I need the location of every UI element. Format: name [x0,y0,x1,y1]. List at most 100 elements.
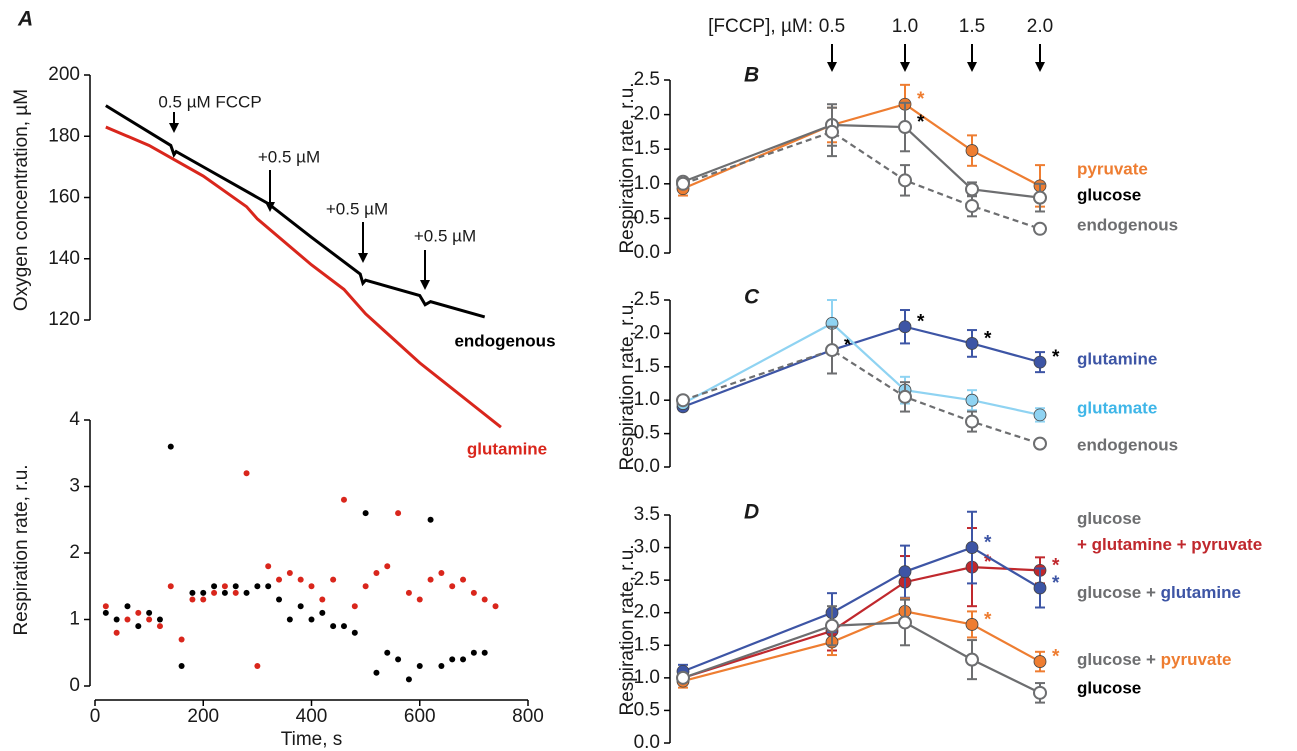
arrow-head [265,202,275,212]
x-axis-label: Time, s [281,729,343,750]
y-tick-label: 160 [48,187,80,208]
data-point [449,656,456,663]
x-tick-label: 1.0 [892,16,918,37]
data-point [243,589,250,596]
x-tick-label: 400 [296,706,328,727]
data-point [481,596,488,603]
y-tick-label: 180 [48,125,80,146]
data-point [460,576,467,583]
y-tick-label: 2.5 [634,569,660,590]
data-point [102,603,109,610]
y-tick-label: 0 [69,675,80,696]
data-point [470,589,477,596]
line [682,130,1041,230]
legend-entry: glucose [1077,185,1141,204]
data-point [276,596,283,603]
y-tick-label: 1.5 [634,634,660,655]
line [682,123,1041,199]
significance-star: * [984,609,992,630]
y-tick-label: 3 [69,476,80,497]
data-point [221,583,228,590]
marker [898,120,912,135]
data-point [113,616,120,623]
panel-label: A [17,8,33,31]
y-tick-label: 2.0 [634,322,660,343]
data-point [362,583,369,590]
marker [1033,685,1047,700]
marker [965,182,979,197]
data-point [232,583,239,590]
data-point [146,616,153,623]
data-point [156,616,163,623]
y-tick-label: 0.0 [634,242,660,263]
data-point [470,649,477,656]
panel-label: C [744,286,760,309]
y-tick-label: 2.0 [634,104,660,125]
data-point [135,623,142,630]
arrow-head [967,62,977,72]
data-point [178,663,185,670]
data-point [330,576,337,583]
panel-label: D [744,501,759,524]
data-point [460,656,467,663]
significance-star: * [1052,573,1060,594]
marker [1033,655,1047,668]
data-point [351,629,358,636]
x-tick-label: 800 [512,706,544,727]
arrow-head [169,123,179,133]
data-point [286,616,293,623]
data-point [167,583,174,590]
data-point [124,603,131,610]
x-tick-label: 600 [404,706,436,727]
y-axis-label: Respiration rate, r.u. [617,299,638,470]
data-point [308,583,315,590]
significance-star: * [1052,647,1060,668]
significance-star: * [917,312,925,333]
data-point [265,563,272,570]
significance-star: * [844,335,852,356]
legend-entry: glucose [1077,509,1141,528]
y-tick-label: 4 [69,409,80,430]
data-point [167,443,174,450]
data-point [102,609,109,616]
data-point [156,623,163,630]
data-point [243,470,250,477]
x-tick-label: 0 [90,706,101,727]
legend-entry: glutamate [1077,398,1157,417]
y-tick-label: 0.5 [634,207,660,228]
legend-text: pyruvate [1161,650,1232,669]
marker [898,565,912,579]
annotation: +0.5 µM [326,199,388,218]
marker [825,124,839,139]
data-point [265,583,272,590]
data-point [492,603,499,610]
significance-star: * [1052,555,1060,576]
data-point [340,496,347,503]
significance-star: * [984,328,992,349]
y-tick-label: 0.0 [634,456,660,477]
data-point [286,569,293,576]
y-tick-label: 2.0 [634,602,660,623]
y-tick-label: 1.5 [634,138,660,159]
line [105,104,486,319]
y-tick-label: 0.5 [634,423,660,444]
arrow-head [1035,62,1045,72]
data-point [384,649,391,656]
x-axis-label: [FCCP], µM: [708,16,813,37]
legend-entry: pyruvate [1077,159,1148,178]
y-tick-label: 140 [48,248,80,269]
marker [825,343,839,358]
significance-star: * [1052,347,1060,368]
data-point [416,663,423,670]
data-point [373,669,380,676]
y-axis-label: Respiration rate, r.u. [11,464,32,635]
x-tick-label: 2.0 [1027,16,1053,37]
data-point [308,616,315,623]
legend-text: glucose + [1077,650,1156,669]
data-point [146,609,153,616]
legend-entry: glucose [1077,678,1141,697]
y-tick-label: 3.0 [634,537,660,558]
legend-text: glutamine [1161,583,1241,602]
x-tick-label: 0.5 [819,16,845,37]
significance-star: * [984,552,992,573]
